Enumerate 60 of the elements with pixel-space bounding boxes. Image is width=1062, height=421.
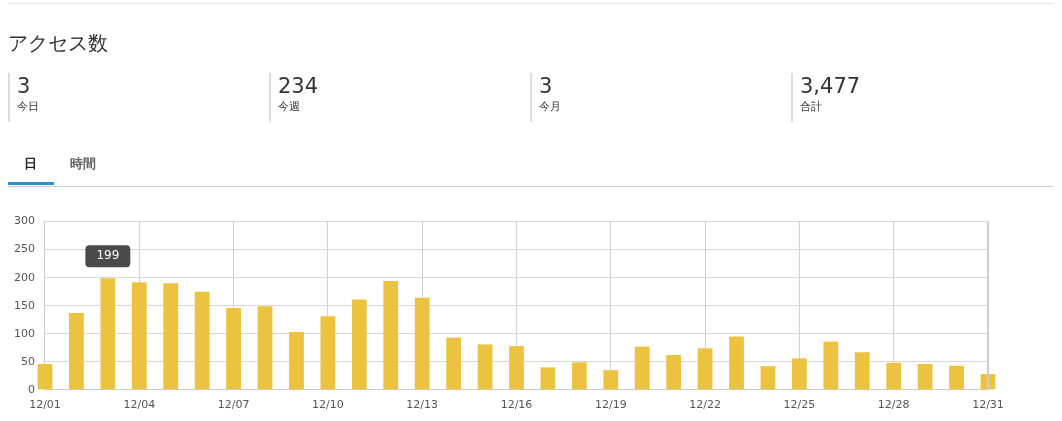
bar	[571, 362, 587, 390]
text: 3	[17, 73, 32, 99]
bar	[823, 341, 839, 390]
text: アクセス数	[8, 30, 108, 57]
x-tick-label: 12/31	[972, 398, 1004, 412]
x-tick-label: 12/22	[689, 398, 721, 412]
text: 日	[24, 155, 37, 173]
x-tick-label: 12/01	[29, 398, 61, 412]
bar	[69, 312, 84, 390]
bar	[100, 278, 116, 390]
y-tick-label: 250	[14, 242, 35, 256]
y-tick-label: 0	[28, 382, 35, 396]
text: 今日	[17, 99, 39, 115]
text: 今週	[278, 99, 301, 115]
bar	[37, 364, 53, 390]
bar	[509, 346, 524, 390]
bar	[257, 306, 273, 390]
x-tick-label: 12/04	[123, 398, 156, 412]
text: 時間	[70, 155, 96, 173]
x-tick-label: 12/19	[594, 398, 627, 412]
y-tick-label: 50	[21, 354, 35, 368]
bar	[886, 362, 902, 390]
bar	[320, 316, 336, 390]
x-tick-label: 12/28	[877, 398, 910, 412]
x-tick-label: 12/25	[783, 398, 816, 412]
text: 今月	[539, 99, 561, 115]
bar	[383, 281, 399, 390]
bar	[477, 344, 493, 390]
x-tick-label: 12/16	[500, 398, 533, 412]
bar	[351, 299, 367, 390]
bar	[540, 367, 556, 390]
bar	[917, 364, 933, 390]
bar	[131, 282, 147, 390]
y-tick-label: 300	[14, 214, 35, 228]
bar	[854, 352, 870, 390]
y-tick-label: 200	[14, 270, 35, 284]
bar	[949, 365, 964, 390]
bar	[697, 348, 713, 390]
bar	[163, 283, 179, 390]
x-tick-label: 12/07	[217, 398, 250, 412]
bar	[634, 346, 650, 390]
bar	[446, 337, 462, 390]
data-label: 199	[96, 248, 120, 263]
text: 合計	[800, 99, 823, 115]
bar	[603, 370, 619, 390]
text: 3	[539, 73, 554, 99]
bar	[289, 332, 304, 390]
bar	[792, 358, 807, 390]
x-tick-label: 12/13	[406, 398, 439, 412]
bar	[666, 355, 682, 390]
bar	[194, 291, 210, 390]
x-tick-label: 12/10	[312, 398, 344, 412]
text: 234	[278, 73, 319, 99]
y-tick-label: 150	[14, 298, 35, 312]
bar	[729, 336, 744, 390]
bar	[226, 307, 241, 390]
text: 3,477	[800, 73, 861, 99]
bar	[414, 297, 430, 390]
y-tick-label: 100	[14, 326, 35, 340]
bar	[760, 366, 776, 390]
